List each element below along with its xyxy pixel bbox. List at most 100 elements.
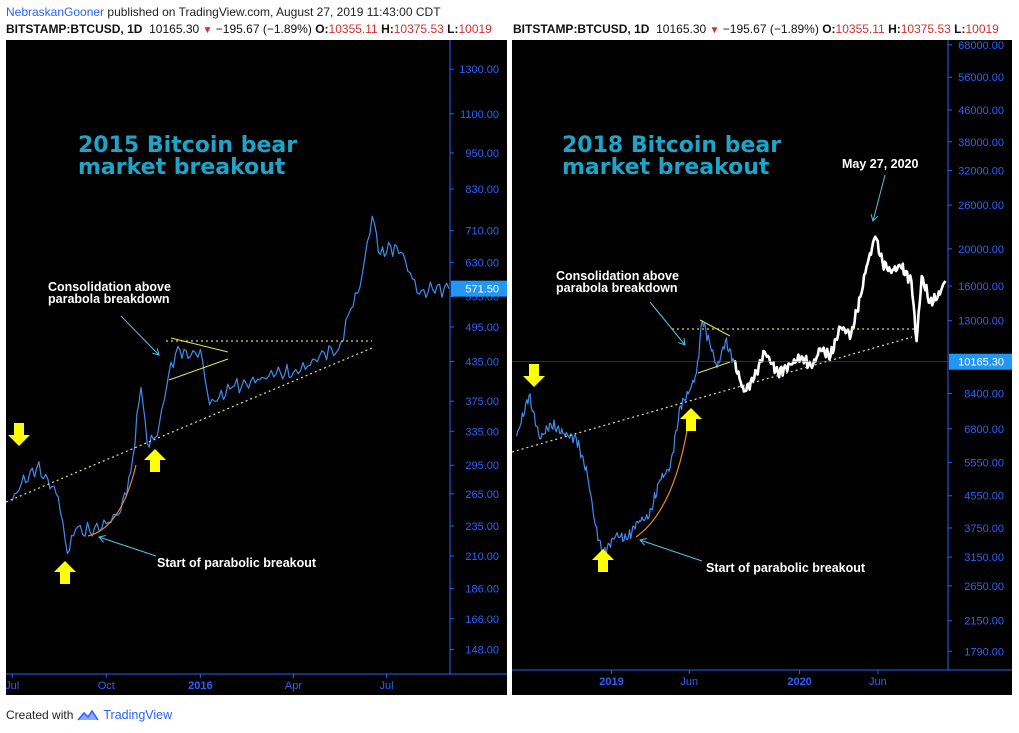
y-tick-label: 375.00 bbox=[465, 396, 499, 408]
y-tick-label: 710.00 bbox=[465, 226, 499, 238]
y-tick-label: 148.00 bbox=[465, 644, 499, 656]
x-tick-label: Jul bbox=[6, 680, 19, 692]
annotation-start: Start of parabolic breakout bbox=[157, 556, 317, 570]
y-tick-label: 68000.00 bbox=[958, 40, 1004, 52]
trendline-dotted bbox=[6, 347, 373, 503]
chart-panel-2018[interactable]: 68000.00 56000.00 46000.00 38000.00 32000.00… bbox=[512, 40, 1012, 695]
y-tick-label: 235.00 bbox=[465, 521, 499, 533]
annotation-start: Start of parabolic breakout bbox=[706, 561, 866, 575]
price-value: 10165.30 bbox=[149, 22, 200, 36]
wedge-top bbox=[170, 337, 229, 353]
chart-title-line2: market breakout bbox=[562, 155, 770, 180]
tradingview-logo-icon bbox=[77, 709, 99, 721]
x-tick-label: Apr bbox=[285, 680, 302, 692]
chart-2018-svg[interactable]: 68000.00 56000.00 46000.00 38000.00 32000.00… bbox=[512, 40, 1012, 695]
pointer-consolidation bbox=[120, 315, 160, 356]
change-value: −195.67 (−1.89%) bbox=[722, 22, 819, 36]
y-tick-label: 186.00 bbox=[465, 583, 499, 595]
x-tick-label: 2019 bbox=[599, 676, 623, 688]
y-tick-label: 166.00 bbox=[465, 614, 499, 626]
y-tick-label: 13000.00 bbox=[958, 316, 1004, 328]
y-tick-label: 210.00 bbox=[465, 551, 499, 563]
y-tick-label: 5550.00 bbox=[964, 458, 1004, 470]
arrow-up-icon bbox=[592, 549, 614, 572]
y-tick-label: 20000.00 bbox=[958, 244, 1004, 256]
open-value: 10355.11 bbox=[328, 22, 378, 36]
change-value: −195.67 (−1.89%) bbox=[215, 22, 312, 36]
x-tick-label: 2016 bbox=[188, 680, 212, 692]
publish-header: NebraskanGooner published on TradingView… bbox=[6, 5, 441, 19]
annotation-consolidation-2: parabola breakdown bbox=[556, 281, 678, 295]
y-tick-label: 1790.00 bbox=[964, 646, 1004, 658]
pointer-start-head bbox=[639, 538, 647, 546]
published-text: published on TradingView.com, August 27,… bbox=[107, 5, 441, 19]
pointer-consolidation-head bbox=[152, 348, 160, 356]
low-label: L: bbox=[447, 22, 459, 36]
chart-panel-2015[interactable]: 1300.00 1100.00 950.00 830.00 710.00 630.00 55… bbox=[6, 40, 507, 695]
pointer-date bbox=[872, 174, 886, 222]
chart-2015-svg[interactable]: 1300.001100.00950.00830.00710.00630.0055… bbox=[6, 40, 507, 695]
parabola-curve bbox=[635, 424, 689, 538]
y-tick-label: 2650.00 bbox=[964, 581, 1004, 593]
y-tick-label: 16000.00 bbox=[958, 281, 1004, 293]
open-value: 10355.11 bbox=[835, 22, 885, 36]
high-value: 10375.53 bbox=[393, 22, 444, 36]
symbol-bar-left: BITSTAMP:BTCUSD, 1D 10165.30 ▼ −195.67 (… bbox=[6, 22, 492, 36]
price-line bbox=[11, 215, 450, 555]
symbol-name: BITSTAMP:BTCUSD, 1D bbox=[513, 22, 650, 36]
arrow-up-icon bbox=[680, 408, 702, 431]
x-tick-label: 2020 bbox=[787, 676, 811, 688]
low-value: 10019 bbox=[458, 22, 492, 36]
y-tick-label: 630.00 bbox=[465, 258, 499, 270]
low-value: 10019 bbox=[965, 22, 999, 36]
trendline-dotted bbox=[512, 336, 913, 453]
y-tick-label: 4550.00 bbox=[964, 491, 1004, 503]
chart-title-line1: 2018 Bitcoin bear bbox=[562, 133, 781, 158]
pointer-start-head bbox=[98, 535, 106, 543]
y-tick-label: 435.00 bbox=[465, 357, 499, 369]
y-tick-label: 495.00 bbox=[465, 322, 499, 334]
author-link[interactable]: NebraskanGooner bbox=[6, 5, 105, 19]
wedge-bottom bbox=[697, 361, 731, 374]
y-tick-label: 46000.00 bbox=[958, 105, 1004, 117]
last-price-tag bbox=[949, 353, 1012, 370]
price-line bbox=[516, 320, 735, 556]
created-with-text: Created with bbox=[6, 708, 74, 722]
y-tick-label: 38000.00 bbox=[958, 137, 1004, 149]
pointer-consolidation-head bbox=[678, 338, 686, 346]
y-tick-label: 830.00 bbox=[465, 184, 499, 196]
arrow-up-icon bbox=[144, 449, 166, 472]
pointer-start bbox=[639, 539, 703, 562]
high-value: 10375.53 bbox=[900, 22, 951, 36]
annotation-date: May 27, 2020 bbox=[842, 157, 918, 171]
wedge-bottom bbox=[168, 358, 229, 381]
projection-line bbox=[733, 235, 947, 393]
y-tick-label: 3750.00 bbox=[964, 523, 1004, 535]
arrow-down-icon bbox=[8, 423, 30, 446]
chart-title-line2: market breakout bbox=[78, 155, 286, 180]
arrow-down-icon bbox=[523, 364, 545, 387]
chart-title-line1: 2015 Bitcoin bear bbox=[78, 133, 297, 158]
symbol-bar-right: BITSTAMP:BTCUSD, 1D 10165.30 ▼ −195.67 (… bbox=[513, 22, 999, 36]
x-tick-label: Jun bbox=[680, 676, 698, 688]
low-label: L: bbox=[954, 22, 966, 36]
x-tick-label: Jun bbox=[869, 676, 887, 688]
down-triangle-icon: ▼ bbox=[709, 25, 720, 36]
y-tick-label: 1100.00 bbox=[460, 109, 499, 121]
pointer-date-head bbox=[870, 214, 879, 222]
x-tick-label: Oct bbox=[98, 680, 115, 692]
last-price-label: 571.50 bbox=[465, 284, 499, 296]
y-tick-label: 295.00 bbox=[465, 460, 499, 472]
high-label: H: bbox=[381, 22, 394, 36]
y-tick-label: 335.00 bbox=[465, 426, 499, 438]
tradingview-link[interactable]: TradingView bbox=[103, 708, 173, 722]
x-tick-label: Jul bbox=[380, 680, 394, 692]
y-tick-label: 265.00 bbox=[465, 489, 499, 501]
wedge-top bbox=[699, 319, 731, 337]
y-tick-label: 950.00 bbox=[465, 148, 499, 160]
y-tick-label: 8400.00 bbox=[964, 389, 1004, 401]
open-label: O: bbox=[822, 22, 836, 36]
last-price-label: 10165.30 bbox=[958, 357, 1004, 369]
y-tick-label: 1300.00 bbox=[459, 64, 499, 76]
pointer-start bbox=[98, 536, 157, 557]
